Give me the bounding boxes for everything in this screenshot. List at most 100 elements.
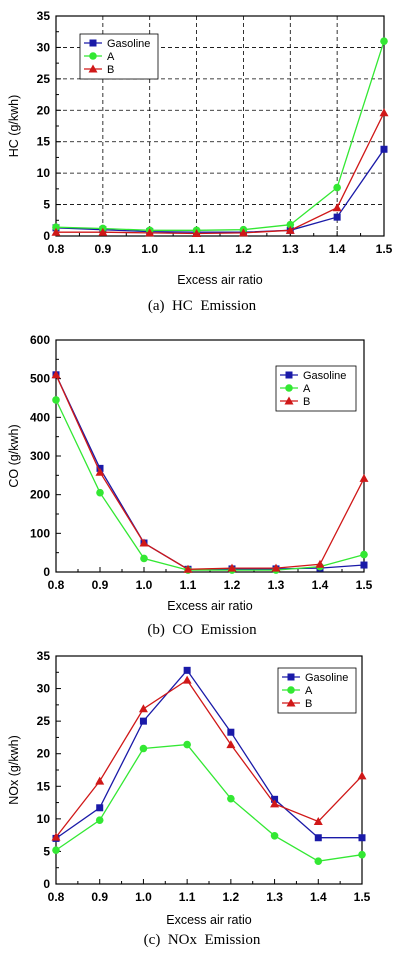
data-point-b	[285, 225, 295, 234]
y-axis-title: CO (g/kwh)	[7, 424, 21, 487]
y-tick-label: 20	[37, 747, 51, 761]
y-tick-label: 500	[30, 372, 50, 386]
data-point-gasoline	[139, 717, 147, 725]
data-point-gasoline	[271, 795, 279, 803]
data-point-a	[380, 37, 388, 45]
y-tick-label: 15	[37, 779, 51, 793]
x-tick-label: 0.8	[48, 890, 65, 904]
hc-emission-caption: (a) HC Emission	[147, 298, 257, 314]
y-tick-label: 10	[37, 812, 51, 826]
legend-marker-gasoline	[89, 39, 97, 47]
data-point-b	[183, 564, 193, 573]
x-tick-label: 1.5	[354, 890, 371, 904]
data-point-b	[238, 228, 248, 237]
data-point-a	[333, 183, 341, 192]
x-tick-label: 1.1	[179, 890, 196, 904]
x-tick-label: 1.4	[329, 242, 346, 256]
y-tick-label: 0	[43, 229, 50, 243]
y-tick-label: 20	[37, 103, 51, 117]
data-point-gasoline	[183, 666, 191, 674]
y-axis-title: NOx (g/kwh)	[7, 735, 21, 804]
legend-marker-b	[88, 64, 98, 73]
y-tick-label: 35	[37, 649, 51, 663]
data-point-b	[313, 816, 323, 825]
series-line-gasoline	[55, 148, 385, 233]
y-axis: 0 100 200 300 400 500 600	[30, 333, 61, 579]
data-point-gasoline	[360, 561, 368, 569]
x-tick-label: 0.9	[91, 890, 108, 904]
data-point-b	[270, 799, 280, 808]
data-point-b	[192, 228, 202, 237]
data-point-gasoline	[96, 804, 104, 812]
y-tick-label: 5	[43, 844, 50, 858]
data-point-a	[139, 744, 148, 753]
data-point-a	[52, 846, 60, 854]
legend-marker-gasoline	[287, 673, 295, 681]
y-axis: 0 5 10 15 20 25 30 35	[37, 9, 61, 243]
data-point-gasoline	[333, 213, 341, 221]
series-a	[52, 396, 368, 574]
data-point-a	[270, 831, 279, 840]
series-line-b	[56, 112, 385, 235]
legend-marker-gasoline	[285, 371, 293, 379]
data-point-b	[226, 740, 236, 749]
legend-label-a: A	[305, 685, 313, 697]
y-tick-label: 25	[37, 714, 51, 728]
data-point-b	[98, 227, 108, 236]
x-tick-label: 1.0	[136, 578, 153, 592]
y-tick-label: 300	[30, 449, 50, 463]
data-point-a	[358, 850, 366, 859]
x-tick-label: 1.1	[180, 578, 197, 592]
y-tick-label: 35	[37, 9, 51, 23]
x-tick-label: 1.3	[268, 578, 285, 592]
data-point-gasoline	[380, 145, 388, 153]
data-point-b	[139, 538, 149, 547]
data-point-a	[52, 223, 60, 231]
x-tick-label: 0.9	[95, 242, 112, 256]
legend-label-b: B	[305, 698, 312, 710]
x-axis: 0.8 0.9 1.0 1.1 1.2 1.3 1.4 1.5	[48, 879, 371, 904]
y-axis-title: HC (g/kwh)	[7, 95, 21, 158]
y-tick-label: 600	[30, 333, 50, 347]
data-point-b	[271, 563, 281, 572]
x-tick-label: 1.0	[135, 890, 152, 904]
data-point-a	[140, 554, 148, 563]
data-point-gasoline	[358, 834, 366, 842]
x-tick-label: 1.3	[282, 242, 299, 256]
x-tick-label: 0.9	[92, 578, 109, 592]
data-point-b	[182, 675, 192, 684]
data-point-b	[227, 563, 237, 572]
nox-emission-chart: 0.8 0.9 1.0 1.1 1.2 1.3 1.4 1.5 0 5 10 15 20 25 30 35 Ex…	[7, 649, 371, 927]
data-point-b	[95, 776, 105, 785]
x-tick-label: 1.3	[266, 890, 283, 904]
x-tick-label: 0.8	[48, 578, 65, 592]
y-tick-label: 5	[43, 198, 50, 212]
x-tick-label: 1.0	[141, 242, 158, 256]
data-point-a	[286, 220, 295, 229]
legend-label-a: A	[303, 383, 311, 395]
nox-emission-caption: (c) NOx Emission	[143, 932, 261, 948]
data-point-a	[360, 550, 368, 559]
series-b	[51, 675, 367, 841]
x-axis-title: Excess air ratio	[177, 273, 262, 287]
data-point-a	[183, 740, 191, 749]
series-line-b	[55, 679, 363, 838]
legend-label-gasoline: Gasoline	[107, 38, 150, 50]
x-axis-title: Excess air ratio	[167, 599, 252, 613]
data-point-b	[379, 108, 389, 117]
legend-marker-a	[285, 384, 293, 392]
series-line-gasoline	[55, 669, 362, 839]
data-point-gasoline	[314, 834, 322, 842]
data-point-b	[332, 203, 342, 212]
data-point-b	[315, 559, 325, 568]
x-tick-label: 1.2	[223, 890, 240, 904]
y-tick-label: 100	[30, 526, 50, 540]
data-point-b	[138, 704, 148, 713]
series-line-a	[55, 743, 363, 862]
y-tick-label: 10	[37, 166, 51, 180]
x-tick-label: 1.4	[310, 890, 327, 904]
co-emission-caption: (b) CO Emission	[147, 622, 257, 638]
data-point-b	[145, 228, 155, 237]
